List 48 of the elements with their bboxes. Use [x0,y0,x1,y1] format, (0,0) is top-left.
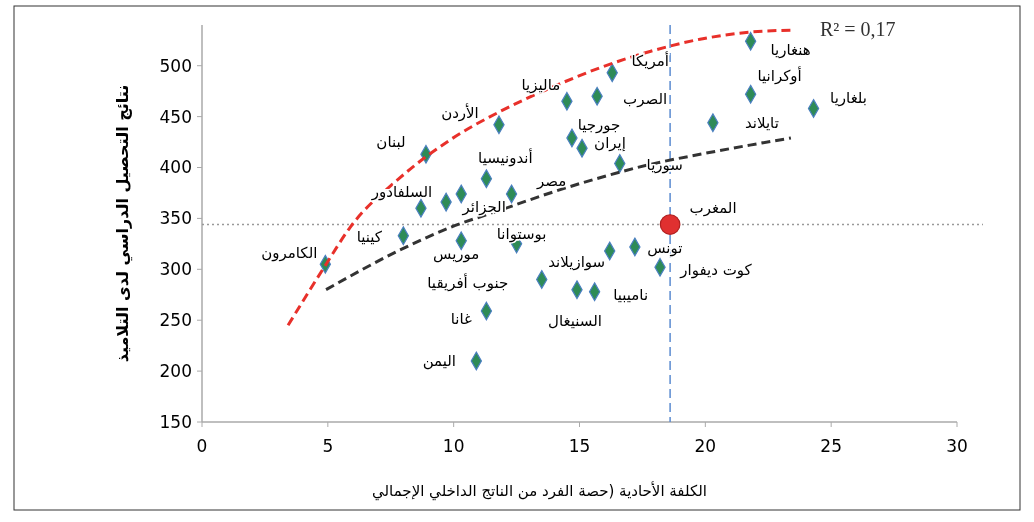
data-label: تونس [647,239,683,258]
data-label: اليمن [422,352,456,371]
x-tick-label: 25 [820,436,842,456]
data-label: سوازيلاند [548,253,606,272]
data-label: بوستوانا [496,225,547,244]
point [659,214,681,235]
y-tick-label: 300 [159,259,192,280]
data-label: ماليزيا [521,75,561,94]
data-label: تايلاند [744,113,779,132]
data-label: ناميبيا [613,285,649,304]
data-label: أندونيسيا [478,147,533,167]
x-axis-title: الكلفة الأحادية (حصة الفرد من الناتج الداخلي الإجمالي [372,481,707,501]
x-tick-label: 10 [442,436,465,456]
data-label: غانا [450,310,473,329]
x-tick-label: 5 [322,436,334,456]
y-axis-title: نتائج التحصيل الدراسي لدى التلاميذ [113,84,133,363]
x-tick-label: 15 [568,436,591,456]
y-tick-label: 500 [159,55,192,76]
y-tick-label: 350 [159,208,192,229]
data-label: لبنان [376,132,406,151]
data-label: أوكرانيا [757,66,802,86]
x-tick-label: 20 [694,436,717,456]
y-tick-label: 150 [159,411,192,432]
data-label: كوت ديفوار [679,260,753,279]
x-tick-label: 0 [196,436,208,456]
data-label: سوريا [646,155,683,174]
data-label: السلفادور [370,183,433,202]
y-tick-label: 250 [159,310,192,331]
data-label: السنيغال [548,311,602,330]
data-label: جورجيا [577,116,621,135]
annotation: R² = 0,17 [820,18,896,40]
data-label: الأردن [441,103,479,123]
data-label: أمريكا [631,51,669,71]
data-label: بلغاريا [830,88,868,107]
y-tick-label: 400 [159,157,192,178]
y-tick-label: 450 [159,106,192,127]
data-label: جنوب أفريقيا [427,272,509,292]
y-tick-label: 200 [159,361,192,382]
data-label: إيران [594,134,626,153]
data-label: هنغاريا [770,40,811,59]
data-label: موريس [433,245,480,264]
data-label: الصرب [623,89,668,108]
data-label: المغرب [689,198,737,217]
data-label: كينيا [356,227,383,246]
data-label: مصر [535,172,567,191]
data-label: الكامرون [261,244,318,263]
data-label: الجزائر [461,198,506,217]
x-tick-label: 30 [946,436,968,456]
